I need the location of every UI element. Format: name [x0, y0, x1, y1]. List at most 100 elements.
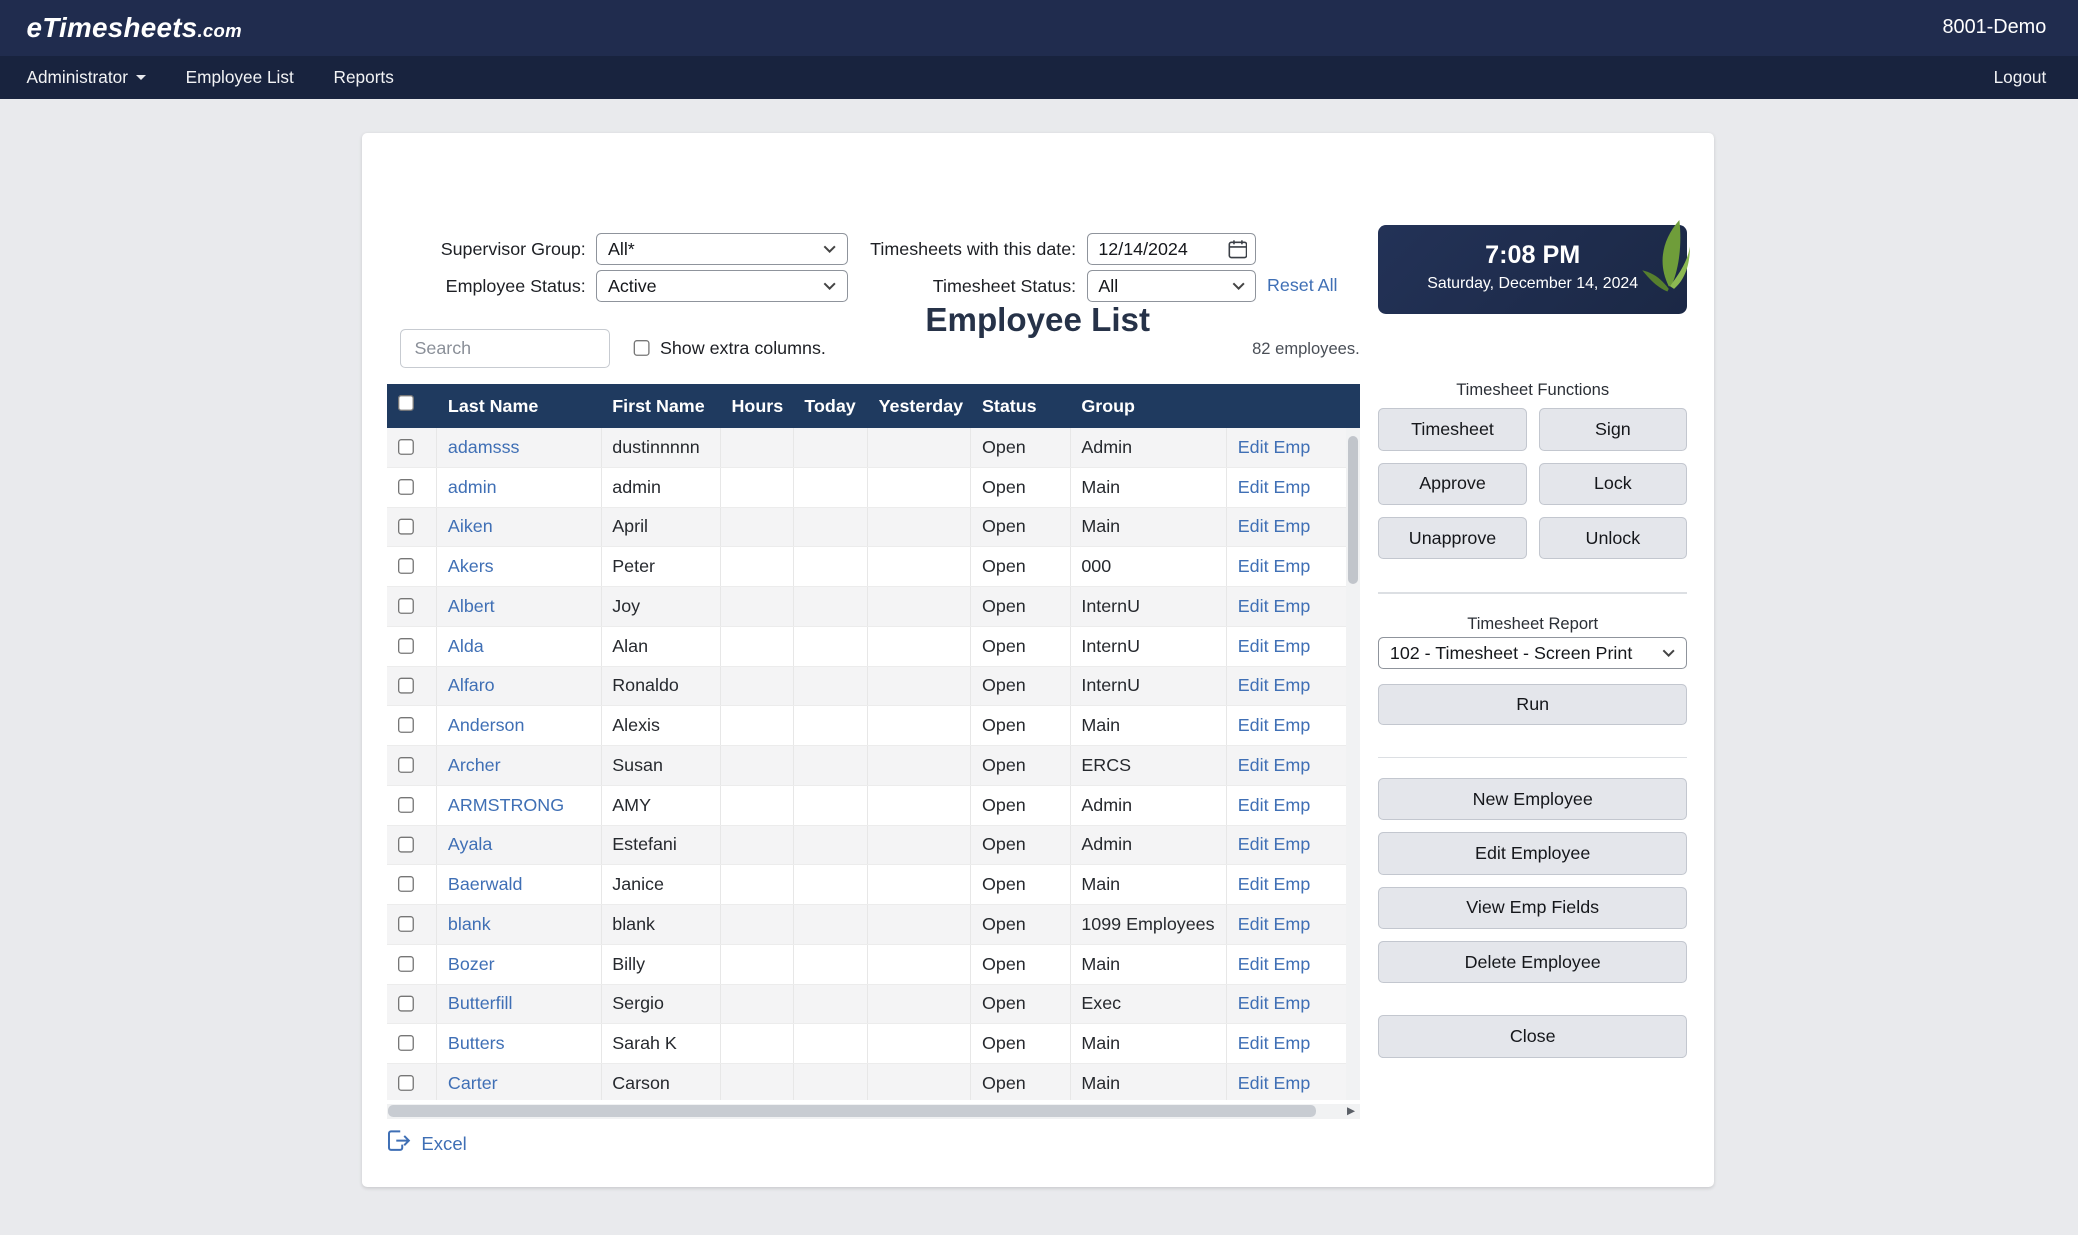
supervisor-group-select[interactable]: All*: [596, 233, 849, 266]
edit-emp-link[interactable]: Edit Emp: [1237, 476, 1311, 497]
edit-emp-link[interactable]: Edit Emp: [1237, 1072, 1311, 1093]
row-checkbox[interactable]: [397, 915, 415, 934]
row-checkbox[interactable]: [397, 836, 415, 854]
yesterday-cell: [868, 507, 972, 547]
column-header-hours[interactable]: Hours: [731, 395, 784, 416]
sign-button[interactable]: Sign: [1538, 408, 1688, 451]
edit-emp-link[interactable]: Edit Emp: [1237, 556, 1311, 577]
column-header-status[interactable]: Status: [981, 395, 1037, 416]
edit-emp-link[interactable]: Edit Emp: [1237, 635, 1311, 656]
edit-emp-link[interactable]: Edit Emp: [1237, 993, 1311, 1014]
vertical-scrollbar-thumb[interactable]: [1347, 435, 1359, 585]
edit-emp-link[interactable]: Edit Emp: [1237, 794, 1311, 815]
delete-employee-button[interactable]: Delete Employee: [1378, 940, 1688, 984]
row-checkbox[interactable]: [397, 796, 415, 814]
app-logo[interactable]: eTimesheets.com: [27, 12, 242, 44]
last-name-link[interactable]: ARMSTRONG: [447, 794, 565, 815]
column-header-today[interactable]: Today: [804, 395, 856, 416]
date-input[interactable]: [1098, 238, 1210, 260]
last-name-link[interactable]: Butterfill: [447, 993, 513, 1014]
row-checkbox[interactable]: [397, 756, 415, 775]
last-name-link[interactable]: Aiken: [447, 516, 493, 537]
edit-emp-link[interactable]: Edit Emp: [1237, 715, 1311, 736]
timesheet-report-value: 102 - Timesheet - Screen Print: [1389, 642, 1633, 663]
show-extra-columns-option[interactable]: Show extra columns.: [633, 338, 826, 359]
excel-export[interactable]: Excel: [387, 1130, 467, 1157]
nav-item-employee-list[interactable]: Employee List: [186, 67, 294, 88]
run-button[interactable]: Run: [1378, 683, 1688, 725]
last-name-link[interactable]: Butters: [447, 1033, 505, 1054]
select-all-checkbox[interactable]: [397, 395, 415, 413]
row-checkbox[interactable]: [397, 677, 415, 695]
row-checkbox[interactable]: [397, 597, 415, 616]
scroll-right-arrow[interactable]: ▶: [1347, 1105, 1356, 1118]
timesheet-status-select[interactable]: All: [1086, 270, 1257, 303]
edit-emp-link[interactable]: Edit Emp: [1237, 1033, 1311, 1054]
last-name-link[interactable]: blank: [447, 913, 491, 934]
column-header-first-name[interactable]: First Name: [612, 395, 705, 416]
edit-employee-button[interactable]: Edit Employee: [1378, 832, 1688, 875]
last-name-link[interactable]: Ayala: [447, 834, 493, 855]
row-checkbox[interactable]: [397, 438, 415, 457]
edit-emp-link[interactable]: Edit Emp: [1237, 754, 1311, 775]
unlock-button[interactable]: Unlock: [1538, 516, 1688, 560]
employee-status-select[interactable]: Active: [596, 270, 849, 303]
column-header-group[interactable]: Group: [1081, 395, 1135, 416]
horizontal-scrollbar-thumb[interactable]: [388, 1105, 1316, 1118]
nav-item-reports[interactable]: Reports: [334, 67, 394, 88]
edit-emp-link[interactable]: Edit Emp: [1237, 834, 1311, 855]
horizontal-scrollbar[interactable]: ▶: [386, 1103, 1360, 1119]
vertical-scrollbar[interactable]: [1346, 428, 1360, 1100]
reset-all-link[interactable]: Reset All: [1266, 275, 1338, 296]
last-name-link[interactable]: Albert: [447, 595, 495, 616]
last-name-link[interactable]: Alda: [447, 635, 484, 656]
edit-emp-link[interactable]: Edit Emp: [1237, 436, 1311, 457]
row-checkbox[interactable]: [397, 995, 415, 1013]
calendar-icon[interactable]: [1228, 239, 1248, 259]
last-name-link[interactable]: Bozer: [447, 953, 495, 974]
row-checkbox[interactable]: [397, 876, 415, 894]
last-name-link[interactable]: Anderson: [447, 715, 525, 736]
row-checkbox[interactable]: [397, 955, 415, 973]
nav-item-administrator[interactable]: Administrator: [27, 67, 146, 88]
excel-link[interactable]: Excel: [421, 1133, 467, 1155]
date-field[interactable]: [1086, 233, 1257, 266]
lock-button[interactable]: Lock: [1538, 462, 1688, 505]
last-name-link[interactable]: Akers: [447, 556, 494, 577]
timesheet-report-select[interactable]: 102 - Timesheet - Screen Print: [1378, 637, 1688, 670]
search-input[interactable]: [400, 328, 610, 369]
group-cell: InternU: [1071, 587, 1228, 626]
row-checkbox[interactable]: [397, 1074, 415, 1093]
last-name-link[interactable]: Carter: [447, 1072, 498, 1093]
show-extra-columns-checkbox[interactable]: [633, 339, 651, 358]
unapprove-button[interactable]: Unapprove: [1378, 516, 1527, 560]
logout-button[interactable]: Logout: [1994, 67, 2047, 88]
new-employee-button[interactable]: New Employee: [1378, 777, 1688, 821]
yesterday-cell: [868, 944, 972, 984]
last-name-link[interactable]: admin: [447, 476, 497, 497]
row-checkbox[interactable]: [397, 518, 415, 536]
row-checkbox[interactable]: [397, 637, 415, 655]
column-header-last-name[interactable]: Last Name: [447, 395, 539, 416]
edit-emp-link[interactable]: Edit Emp: [1237, 516, 1311, 537]
row-checkbox-cell: [387, 428, 438, 467]
edit-emp-link[interactable]: Edit Emp: [1237, 595, 1311, 616]
export-icon: [387, 1130, 411, 1157]
row-checkbox[interactable]: [397, 1035, 415, 1053]
approve-button[interactable]: Approve: [1378, 462, 1527, 505]
timesheet-button[interactable]: Timesheet: [1378, 408, 1527, 451]
row-checkbox[interactable]: [397, 717, 415, 735]
last-name-link[interactable]: Archer: [447, 754, 501, 775]
edit-emp-link[interactable]: Edit Emp: [1237, 913, 1311, 934]
view-emp-fields-button[interactable]: View Emp Fields: [1378, 886, 1688, 930]
last-name-link[interactable]: adamsss: [447, 436, 520, 457]
column-header-yesterday[interactable]: Yesterday: [878, 395, 964, 416]
row-checkbox[interactable]: [397, 558, 415, 576]
last-name-link[interactable]: Alfaro: [447, 675, 495, 696]
edit-emp-link[interactable]: Edit Emp: [1237, 675, 1311, 696]
edit-emp-link[interactable]: Edit Emp: [1237, 874, 1311, 895]
edit-emp-link[interactable]: Edit Emp: [1237, 953, 1311, 974]
last-name-link[interactable]: Baerwald: [447, 874, 523, 895]
close-button[interactable]: Close: [1378, 1015, 1688, 1058]
row-checkbox[interactable]: [397, 478, 415, 496]
